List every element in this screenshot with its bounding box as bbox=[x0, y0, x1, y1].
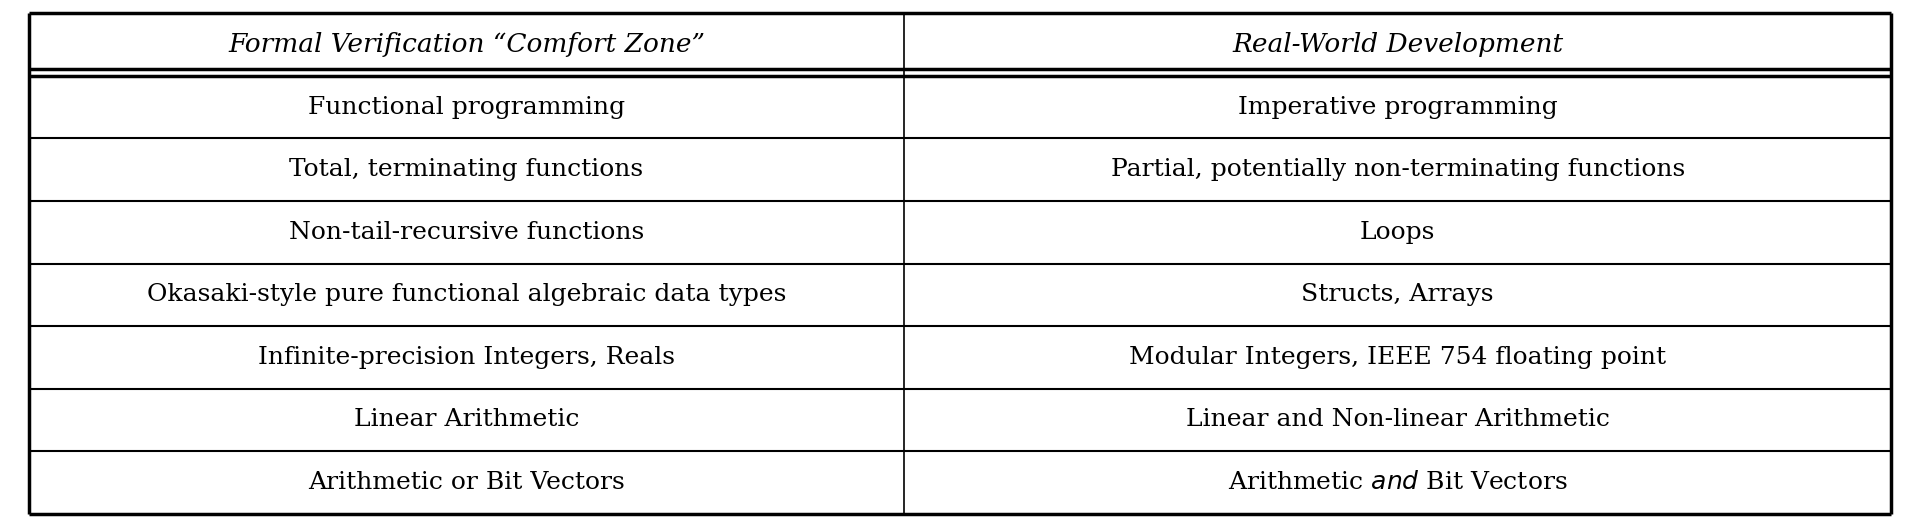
Text: Arithmetic $\mathit{and}$ Bit Vectors: Arithmetic $\mathit{and}$ Bit Vectors bbox=[1229, 471, 1567, 494]
Text: Linear Arithmetic: Linear Arithmetic bbox=[353, 408, 580, 432]
Text: Linear and Non-linear Arithmetic: Linear and Non-linear Arithmetic bbox=[1187, 408, 1609, 432]
Text: Modular Integers, IEEE 754 floating point: Modular Integers, IEEE 754 floating poin… bbox=[1129, 346, 1667, 369]
Text: Arithmetic or Bit Vectors: Arithmetic or Bit Vectors bbox=[307, 471, 624, 494]
Text: Formal Verification “Comfort Zone”: Formal Verification “Comfort Zone” bbox=[228, 32, 705, 57]
Text: Total, terminating functions: Total, terminating functions bbox=[290, 158, 643, 181]
Text: Functional programming: Functional programming bbox=[307, 95, 626, 119]
Text: Infinite-precision Integers, Reals: Infinite-precision Integers, Reals bbox=[257, 346, 676, 369]
Text: Okasaki-style pure functional algebraic data types: Okasaki-style pure functional algebraic … bbox=[146, 284, 785, 306]
Text: Imperative programming: Imperative programming bbox=[1238, 95, 1557, 119]
Text: Real-World Development: Real-World Development bbox=[1233, 32, 1563, 57]
Text: Loops: Loops bbox=[1359, 221, 1436, 243]
Text: Partial, potentially non-terminating functions: Partial, potentially non-terminating fun… bbox=[1110, 158, 1684, 181]
Text: Non-tail-recursive functions: Non-tail-recursive functions bbox=[288, 221, 643, 243]
Text: Structs, Arrays: Structs, Arrays bbox=[1302, 284, 1494, 306]
